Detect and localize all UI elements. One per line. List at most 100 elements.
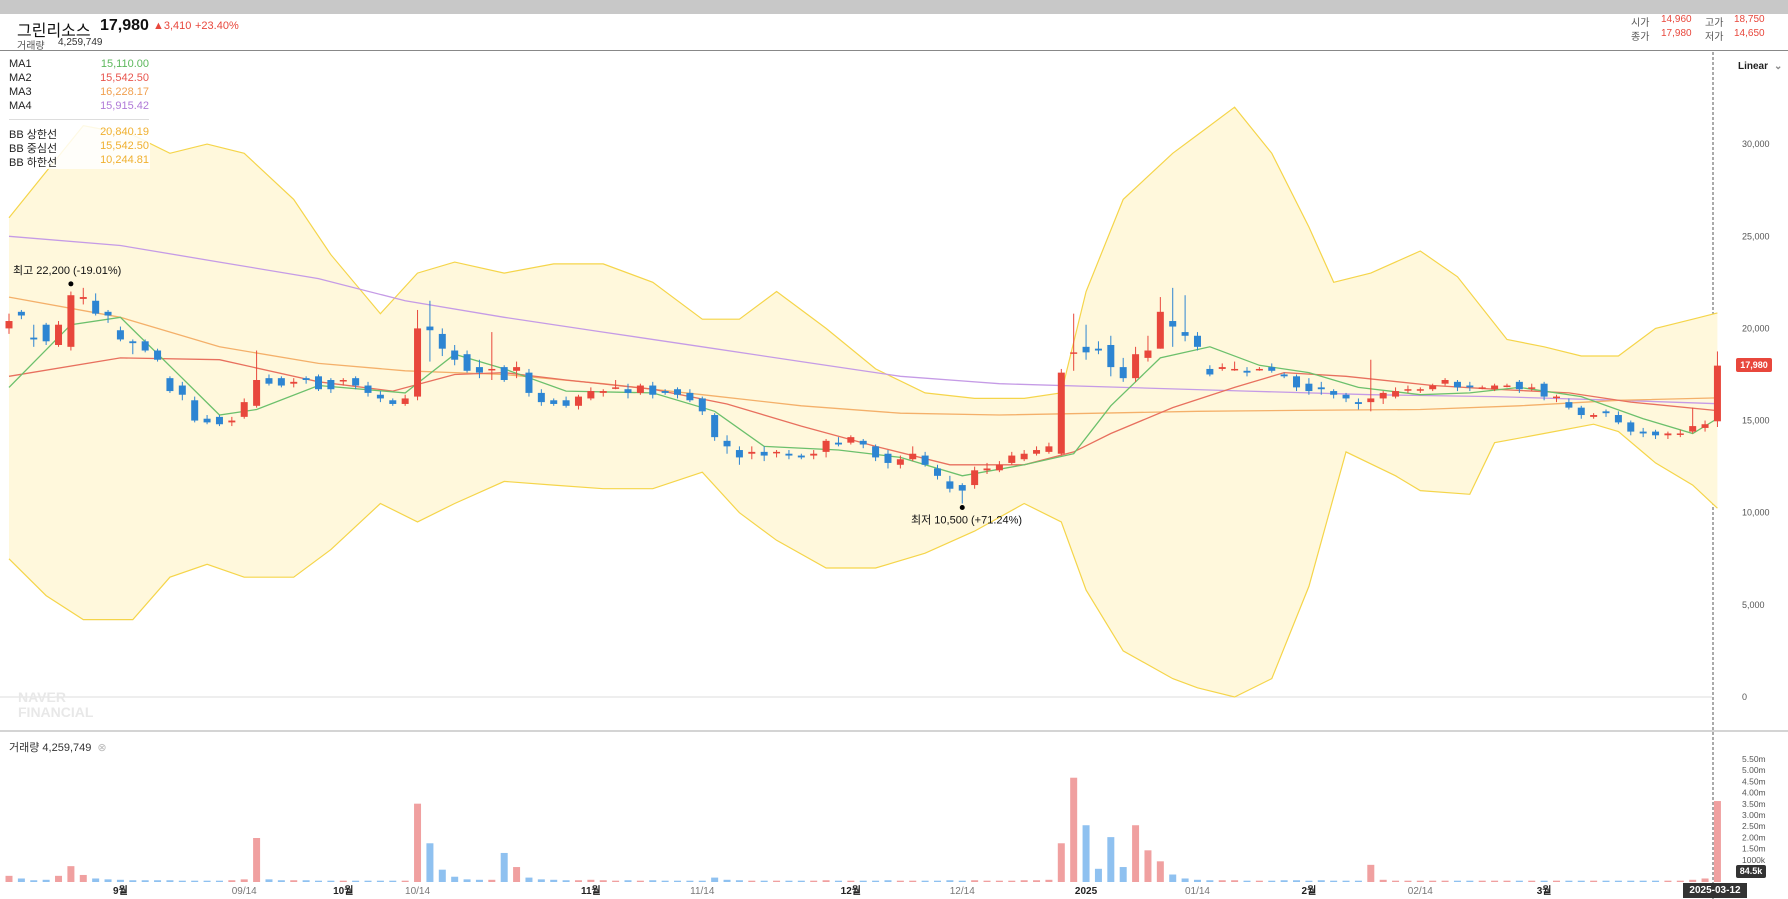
- candle-body: [773, 451, 781, 454]
- volume-bar: [537, 879, 545, 882]
- volume-bar: [872, 880, 880, 882]
- candle-body: [1008, 455, 1016, 463]
- volume-bar: [1639, 880, 1647, 882]
- y-tick-label: 15,000: [1742, 416, 1770, 426]
- volume-bar: [834, 880, 842, 882]
- candle-body: [661, 391, 669, 393]
- volume-bar: [859, 880, 867, 882]
- candle-body: [711, 415, 719, 438]
- volume-bar: [129, 880, 137, 882]
- legend-ma1: MA1 15,110.00: [9, 58, 149, 70]
- y-tick-label: 0: [1742, 692, 1747, 702]
- volume-bar: [178, 880, 186, 882]
- volume-bar: [1503, 880, 1511, 882]
- volume-bar: [1404, 880, 1412, 882]
- volume-bar: [191, 880, 199, 882]
- volume-bar: [711, 877, 719, 882]
- candle-body: [451, 350, 459, 360]
- candle-body: [723, 440, 731, 447]
- volume-bar: [141, 880, 149, 882]
- volume-bar: [847, 880, 855, 882]
- volume-bar: [1181, 878, 1189, 882]
- bb-fill: [9, 107, 1718, 697]
- candle-body: [352, 378, 360, 386]
- candle-body: [488, 368, 496, 371]
- candle-body: [426, 326, 434, 331]
- candle-body: [414, 328, 422, 397]
- volume-bar: [1020, 880, 1028, 882]
- candle-body: [327, 380, 335, 390]
- high-annotation: 최고 22,200 (-19.01%): [13, 264, 121, 277]
- candle-body: [191, 400, 199, 421]
- candle-body: [42, 324, 50, 342]
- candle-body: [1639, 431, 1647, 434]
- candle-body: [1119, 367, 1127, 379]
- volume-bar: [463, 879, 471, 882]
- candle-body: [760, 451, 768, 456]
- scale-toggle[interactable]: Linear ⌄: [1738, 61, 1782, 72]
- candle-body: [1429, 385, 1437, 390]
- open-value: 14,960: [1661, 14, 1692, 25]
- volume-bar: [1057, 843, 1065, 882]
- volume-bar: [1243, 880, 1251, 882]
- close-icon[interactable]: ⊗: [97, 742, 107, 754]
- candle-body: [1057, 372, 1065, 454]
- ma1-line: [8, 316, 1718, 477]
- volume-bar: [983, 880, 991, 882]
- candle-body: [983, 468, 991, 471]
- legend-bb-lower: BB 하한선 10,244.81: [9, 154, 149, 169]
- price-change-pct: +23.40%: [195, 20, 239, 32]
- volume-bar: [339, 880, 347, 882]
- candle-body: [1540, 383, 1548, 397]
- candle-body: [1268, 367, 1276, 371]
- candle-body: [1317, 387, 1325, 390]
- volume-bar: [884, 880, 892, 882]
- candle-body: [896, 459, 904, 465]
- volume-bar: [414, 803, 422, 882]
- candle-body: [1577, 407, 1585, 416]
- scale-label: Linear: [1738, 61, 1769, 72]
- volume-bar: [661, 880, 669, 882]
- volume-bar: [1305, 880, 1313, 882]
- legend-bb-upper: BB 상한선 20,840.19: [9, 126, 149, 141]
- volume-bar: [166, 880, 174, 882]
- volume-tick-label: 4.00m: [1742, 788, 1766, 798]
- volume-bar: [1441, 880, 1449, 882]
- candle-body: [1132, 354, 1140, 379]
- volume-bar: [30, 880, 38, 882]
- candle-body: [55, 324, 63, 345]
- volume-bar: [426, 843, 434, 882]
- volume-bar: [636, 880, 644, 882]
- volume-bar: [1070, 777, 1078, 882]
- volume-bar: [723, 879, 731, 882]
- indicator-legend: MA1 15,110.00 MA2 15,542.50 MA3 16,228.17 M…: [0, 57, 150, 169]
- candle-body: [1045, 446, 1053, 452]
- volume-bar: [475, 879, 483, 882]
- candle-body: [1342, 394, 1350, 399]
- candle-body: [1193, 335, 1201, 347]
- candle-body: [1033, 450, 1041, 454]
- candle-body: [1441, 380, 1449, 384]
- x-tick-label: 10월: [333, 885, 353, 897]
- candle-body: [67, 295, 75, 347]
- candle-body: [253, 380, 261, 406]
- volume-bar: [1565, 880, 1573, 882]
- candle-body: [1156, 311, 1164, 349]
- volume-bar: [438, 869, 446, 882]
- volume-tick-label: 5.50m: [1742, 754, 1766, 764]
- volume-bar: [1144, 850, 1152, 882]
- volume-bar: [934, 880, 941, 882]
- volume-bar: [1602, 880, 1610, 882]
- volume-bar: [896, 880, 904, 882]
- candle-body: [537, 392, 545, 403]
- candle-body: [1565, 402, 1573, 408]
- volume-bar: [513, 867, 521, 882]
- volume-bar: [612, 880, 620, 882]
- candle-body: [104, 311, 112, 316]
- candle-body: [228, 420, 236, 423]
- volume-tick-label: 5.00m: [1742, 765, 1766, 775]
- candle-body: [1020, 453, 1028, 460]
- volume-bar: [154, 880, 162, 882]
- open-label: 시가: [1631, 18, 1650, 29]
